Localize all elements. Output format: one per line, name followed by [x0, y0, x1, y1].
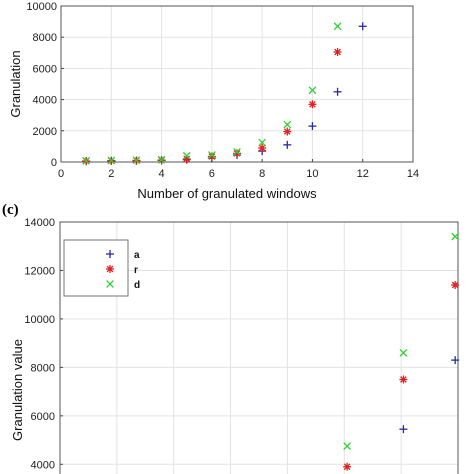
data-point	[343, 462, 352, 471]
data-point	[132, 156, 141, 164]
x-axis-label: Number of granulated windows	[137, 186, 317, 201]
data-point	[358, 22, 367, 31]
data-point	[399, 348, 408, 357]
data-point	[399, 375, 408, 384]
x-tick-label: 0	[58, 168, 64, 180]
y-tick-label: 12000	[24, 265, 55, 277]
x-tick-label: 6	[209, 168, 215, 180]
chart-top-granulation: 0 2 4 6 8 10 12 14 0 2000 4000 6000 8000 10000 Number …	[8, 1, 419, 201]
legend-item-d: d	[106, 280, 140, 291]
legend-label: d	[134, 280, 140, 291]
legend-item-a: a	[106, 250, 140, 261]
data-point	[107, 156, 116, 165]
chart-bottom-granulation-value: 4000 6000 8000 10000 12000 14000 ard Granulatio…	[10, 217, 460, 474]
data-point	[258, 138, 267, 147]
series-d	[343, 232, 460, 450]
data-point	[308, 86, 317, 95]
data-point	[82, 156, 91, 165]
legend-marker	[106, 280, 114, 288]
y-tick-label: 6000	[33, 63, 57, 75]
legend-label: a	[134, 250, 140, 261]
data-point	[333, 22, 342, 31]
data-point	[451, 232, 460, 241]
legend-item-r: r	[106, 265, 138, 276]
y-tick-label: 0	[51, 157, 57, 169]
y-tick-label: 6000	[31, 411, 55, 423]
data-point	[283, 120, 292, 129]
y-tick-label: 14000	[24, 217, 55, 229]
data-point	[308, 122, 317, 131]
data-point	[283, 127, 292, 136]
series-r	[343, 281, 460, 471]
legend-marker	[106, 250, 114, 258]
y-axis-label: Granulation	[8, 50, 23, 117]
x-tick-label: 4	[159, 168, 165, 180]
data-point	[333, 48, 342, 57]
data-point	[207, 152, 216, 161]
x-tick-label: 12	[357, 168, 369, 180]
y-tick-label: 10000	[26, 1, 57, 13]
data-point	[399, 425, 408, 434]
data-point	[343, 442, 351, 450]
x-tick-label: 14	[407, 168, 419, 180]
data-point	[207, 151, 216, 159]
y-tick-label: 8000	[33, 32, 57, 44]
series-series-3	[82, 22, 342, 165]
data-point	[258, 143, 267, 152]
y-axis-label: Granulation value	[10, 339, 25, 441]
x-tick-label: 8	[259, 168, 265, 180]
legend-box	[63, 239, 129, 297]
data-point	[157, 155, 166, 164]
plot-area	[61, 6, 413, 162]
data-point	[451, 356, 460, 365]
axes-frame	[60, 5, 414, 163]
y-tick-label: 10000	[24, 314, 55, 326]
data-point	[308, 100, 317, 109]
y-tick-label: 2000	[33, 126, 57, 138]
data-point	[233, 148, 241, 156]
legend-marker	[106, 265, 114, 273]
data-point	[182, 151, 191, 160]
panel-label-c: (c)	[2, 202, 19, 218]
legend: ard	[63, 239, 140, 297]
legend-label: r	[134, 265, 138, 276]
axes-frame	[59, 221, 459, 474]
data-point	[451, 281, 460, 289]
series-a	[399, 356, 460, 434]
x-tick-label: 2	[108, 168, 114, 180]
x-tick-label: 10	[306, 168, 318, 180]
y-tick-label: 4000	[31, 459, 55, 471]
data-point	[333, 87, 342, 96]
data-point	[233, 149, 241, 158]
y-tick-label: 8000	[31, 362, 55, 374]
data-point	[283, 140, 292, 149]
y-tick-label: 4000	[33, 95, 57, 107]
